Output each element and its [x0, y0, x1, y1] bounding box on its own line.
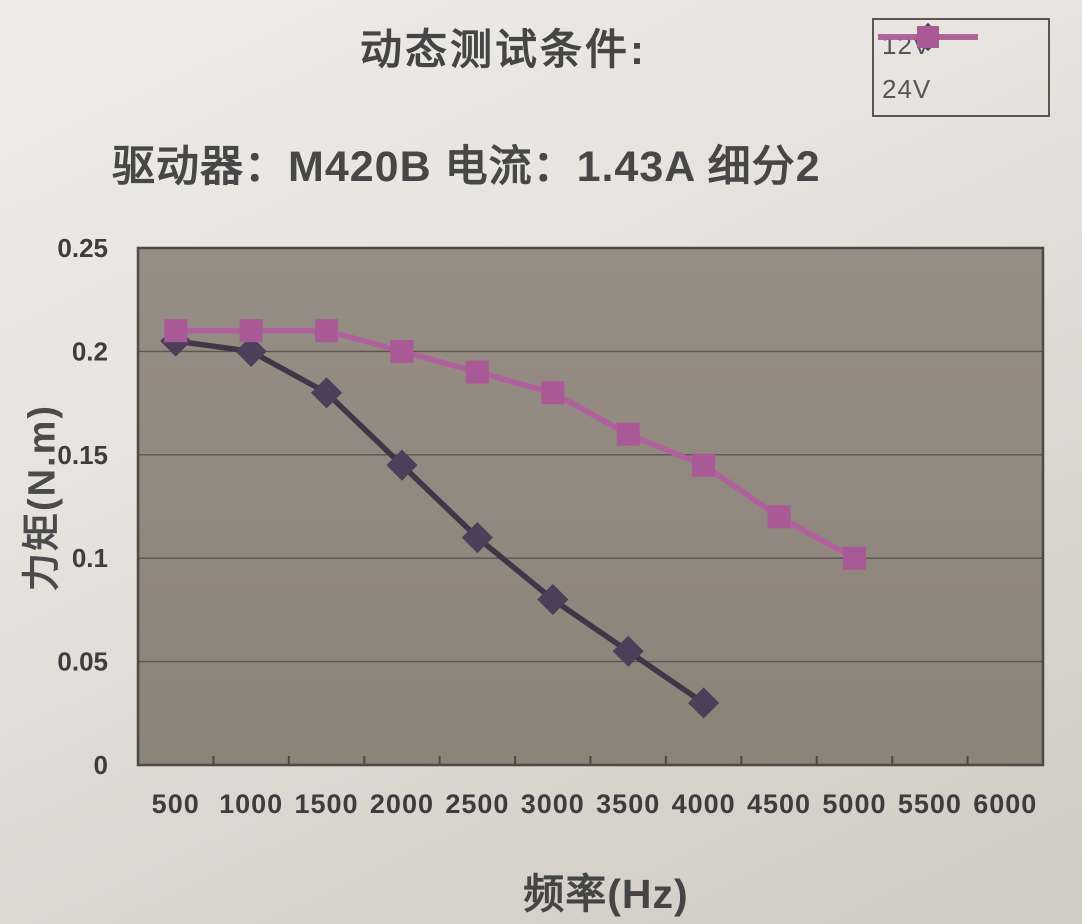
x-tick-label: 500	[152, 789, 200, 819]
x-tick-label: 5500	[898, 789, 962, 819]
x-axis-title: 频率(Hz)	[523, 871, 689, 917]
series-line-24v	[175, 327, 856, 561]
data-point-24v	[390, 339, 414, 363]
series-line-12v	[175, 338, 706, 706]
data-point-24v	[616, 422, 640, 446]
y-tick-label: 0.2	[72, 336, 108, 366]
chart-subtitle: 驱动器：M420B 电流：1.43A 细分2	[112, 143, 821, 191]
legend: 12V 24V	[872, 18, 1050, 117]
y-tick-label: 0.05	[57, 647, 108, 677]
data-point-24v	[767, 505, 791, 529]
data-point-24v	[239, 319, 263, 343]
legend-label: 24V	[882, 73, 932, 104]
data-point-12v	[310, 377, 343, 409]
y-tick-label: 0.1	[72, 543, 108, 573]
x-tick-label: 2000	[370, 789, 434, 819]
data-point-24v	[692, 453, 716, 477]
data-point-12v	[386, 449, 418, 481]
x-tick-label: 2500	[445, 789, 509, 819]
x-tick-label: 3000	[521, 789, 585, 819]
x-tick-label: 6000	[973, 789, 1037, 819]
square-marker-icon	[878, 26, 978, 48]
x-tick-label: 1000	[219, 789, 283, 819]
y-tick-label: 0.15	[57, 440, 108, 470]
chart-title: 动态测试条件:	[360, 26, 647, 73]
x-tick-label: 1500	[295, 789, 359, 819]
x-tick-label: 3500	[596, 789, 660, 819]
data-point-24v	[315, 319, 339, 343]
y-tick-label: 0.25	[57, 233, 108, 263]
x-tick-label: 5000	[822, 789, 886, 819]
x-tick-label: 4500	[747, 789, 811, 819]
data-point-24v	[842, 546, 866, 570]
data-point-24v	[541, 381, 565, 405]
x-tick-label: 4000	[672, 789, 736, 819]
legend-item-24v: 24V	[878, 26, 1042, 105]
data-point-12v	[461, 521, 493, 554]
plot-background	[138, 248, 1043, 765]
data-point-24v	[164, 319, 188, 343]
data-point-12v	[235, 335, 267, 367]
y-tick-label: 0	[94, 750, 108, 780]
data-point-24v	[465, 360, 489, 384]
